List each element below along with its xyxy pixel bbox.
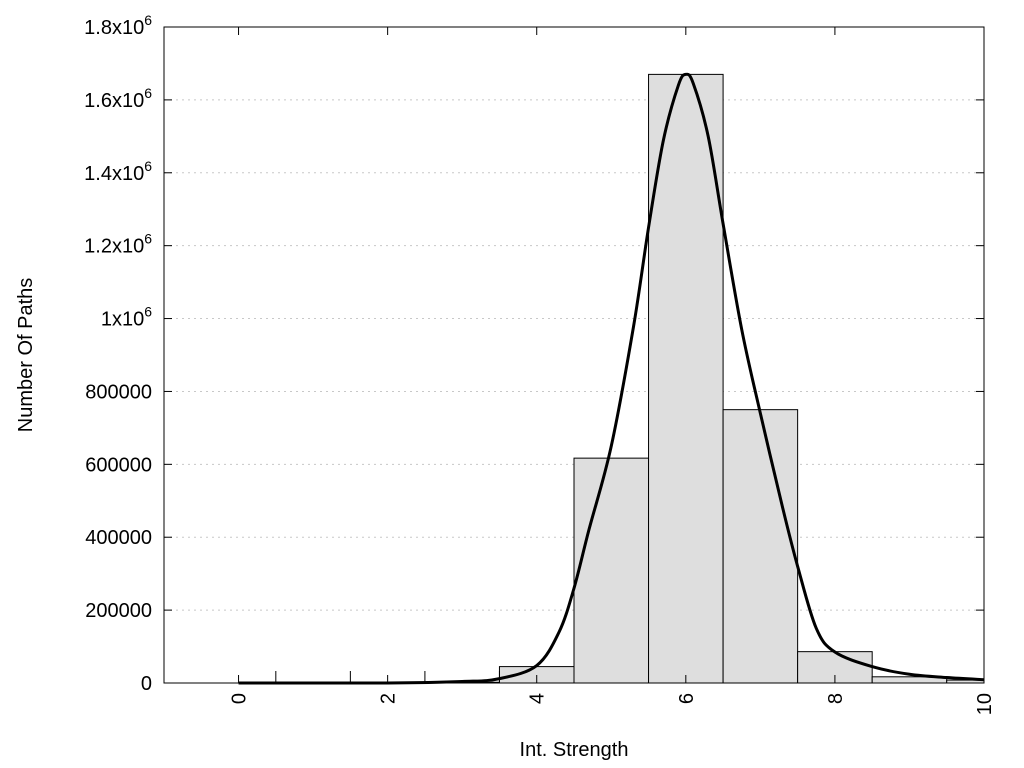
- x-axis-title: Int. Strength: [520, 739, 629, 761]
- y-axis-ticks: 0 200000 400000 600000 800000 1x106 1.2x106 1.4…: [84, 12, 984, 695]
- plot-frame: [163, 26, 985, 684]
- y-tick-label: 200000: [85, 600, 152, 622]
- x-tick-label: 4: [527, 693, 549, 704]
- bar-6: [648, 73, 724, 684]
- y-tick-label: 1.2x106: [84, 231, 152, 258]
- x-axis-ticks: 0 2 4 6 8 10: [229, 27, 996, 715]
- y-axis-title: Number Of Paths: [15, 278, 37, 433]
- fit-curve-layer: [238, 72, 985, 685]
- bar-7: [722, 409, 799, 684]
- y-tick-label: 1.4x106: [84, 158, 152, 185]
- x-tick-label: 10: [974, 693, 996, 715]
- y-tick-label: 800000: [85, 381, 152, 403]
- y-tick-label: 400000: [85, 527, 152, 549]
- y-tick-label: 0: [141, 673, 152, 695]
- y-tick-label: 1.6x106: [84, 85, 152, 112]
- x-tick-label: 0: [229, 693, 251, 704]
- x-tick-label: 8: [825, 693, 847, 704]
- y-tick-label: 1x106: [101, 304, 152, 331]
- x-tick-label: 6: [676, 693, 698, 704]
- y-tick-label: 1.8x106: [84, 12, 152, 39]
- y-tick-label: 600000: [85, 454, 152, 476]
- fit-curve: [238, 72, 985, 685]
- bar-5: [573, 457, 650, 684]
- histogram-bars: [275, 73, 985, 684]
- x-tick-label: 2: [378, 693, 400, 704]
